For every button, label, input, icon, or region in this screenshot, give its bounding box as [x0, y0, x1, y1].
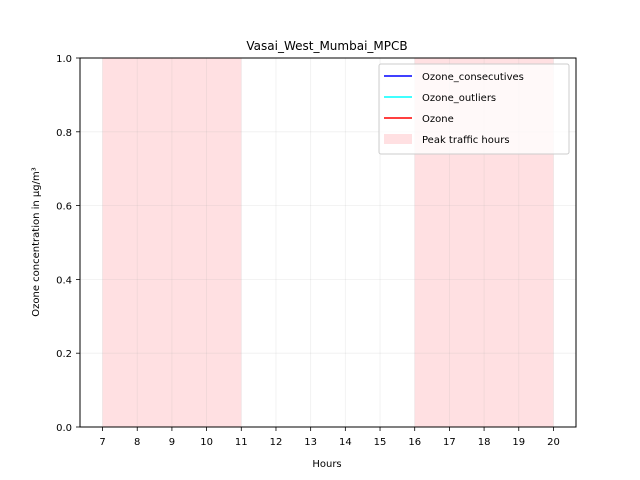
legend-label: Peak traffic hours [422, 135, 510, 146]
x-tick-label: 15 [374, 437, 387, 448]
x-tick-label: 12 [270, 437, 283, 448]
x-tick-label: 17 [443, 437, 456, 448]
x-tick-label: 18 [478, 437, 491, 448]
x-tick-label: 11 [235, 437, 248, 448]
x-tick-label: 16 [408, 437, 421, 448]
y-tick-label: 0.6 [56, 202, 72, 213]
legend-label: Ozone_consecutives [422, 72, 524, 83]
plot-area-frame [79, 57, 577, 428]
chart-title: Vasai_West_Mumbai_MPCB [246, 39, 407, 53]
x-axis-ticks: 7 8 9 10 11 12 13 14 15 16 17 18 19 20 [99, 427, 560, 448]
x-tick-label: 7 [99, 437, 105, 448]
legend-label: Ozone [422, 114, 454, 125]
x-tick-label: 10 [200, 437, 213, 448]
legend-label: Ozone_outliers [422, 93, 496, 104]
x-tick-label: 14 [339, 437, 352, 448]
y-tick-label: 0.4 [56, 275, 72, 286]
peak-traffic-region [102, 58, 242, 427]
x-tick-label: 19 [512, 437, 525, 448]
x-axis-label: Hours [312, 459, 341, 470]
legend-box [378, 63, 570, 155]
x-tick-label: 13 [304, 437, 317, 448]
y-tick-label: 0.2 [56, 349, 72, 360]
y-tick-label: 1.0 [56, 54, 72, 65]
x-tick-label: 20 [547, 437, 560, 448]
y-axis-ticks: 0.0 0.2 0.4 0.6 0.8 1.0 [56, 54, 80, 434]
y-tick-label: 0.8 [56, 128, 72, 139]
x-tick-label: 8 [134, 437, 140, 448]
y-tick-label: 0.0 [56, 423, 72, 434]
legend: Ozone_consecutives Ozone_outliers Ozone Pea… [378, 63, 570, 155]
y-axis-label: Ozone concentration in µg/m³ [31, 167, 42, 316]
x-tick-label: 9 [169, 437, 175, 448]
grid-lines [80, 57, 576, 428]
legend-patch-swatch [384, 134, 412, 144]
